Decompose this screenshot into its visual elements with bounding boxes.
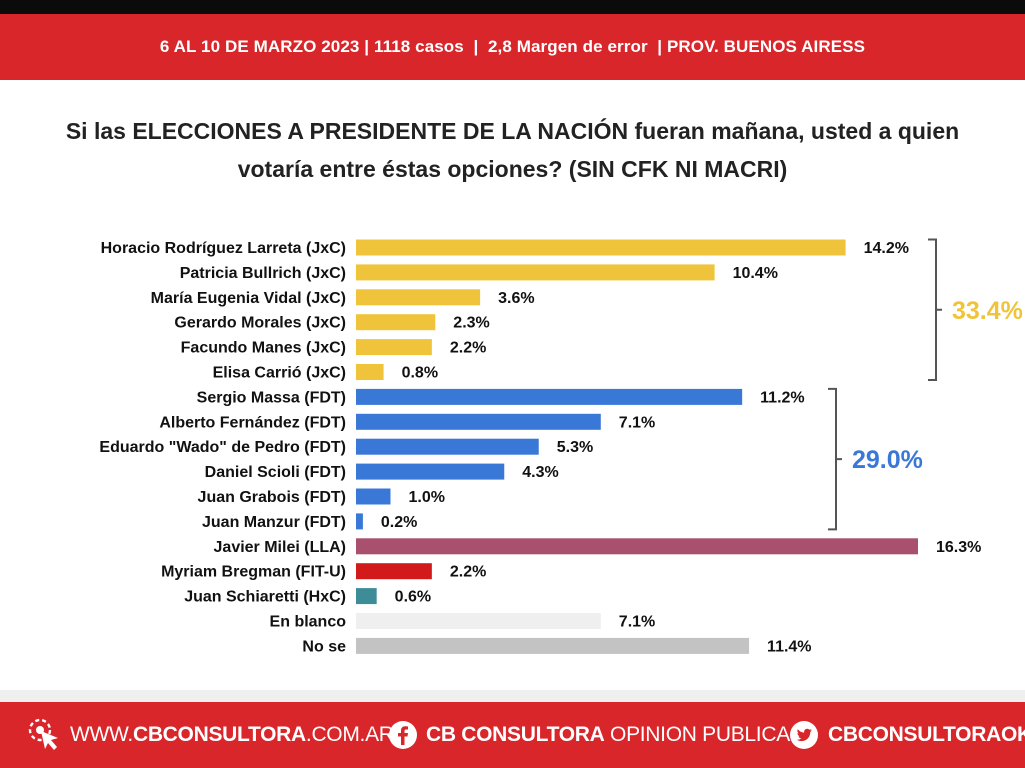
bar xyxy=(356,289,481,306)
group-total-label: 29.0% xyxy=(852,446,923,474)
bar xyxy=(356,388,743,405)
footer-web-suffix: .COM.AR xyxy=(305,723,394,746)
footer-twitter[interactable]: CBCONSULTORAOK xyxy=(788,702,1025,768)
bar xyxy=(356,239,846,256)
footer-web[interactable]: WWW.CBCONSULTORA.COM.AR xyxy=(28,702,394,768)
category-label: Patricia Bullrich (JxC) xyxy=(180,265,346,282)
footer-twitter-bold: CBCONSULTORAOK xyxy=(828,723,1025,746)
question-title: Si las ELECCIONES A PRESIDENTE DE LA NAC… xyxy=(20,112,1005,188)
footer-facebook-bold: CB CONSULTORA xyxy=(426,723,605,746)
bar xyxy=(356,538,918,555)
cursor-click-icon xyxy=(28,718,62,752)
value-label: 10.4% xyxy=(733,265,778,282)
category-label: Eduardo "Wado" de Pedro (FDT) xyxy=(99,439,346,456)
twitter-icon xyxy=(788,720,820,750)
value-label: 11.2% xyxy=(760,389,804,406)
value-label: 2.2% xyxy=(450,340,486,357)
category-label: Daniel Scioli (FDT) xyxy=(205,464,346,481)
category-label: Javier Milei (LLA) xyxy=(214,539,346,556)
category-label: María Eugenia Vidal (JxC) xyxy=(151,290,346,307)
category-label: En blanco xyxy=(270,614,347,631)
category-label: No se xyxy=(302,638,346,655)
bar xyxy=(356,438,539,455)
category-label: Horacio Rodríguez Larreta (JxC) xyxy=(101,240,346,257)
footer-facebook-light: OPINION PUBLICA xyxy=(604,723,790,746)
value-label: 0.8% xyxy=(402,365,438,382)
category-label: Juan Manzur (FDT) xyxy=(202,514,346,531)
bar xyxy=(356,488,391,505)
category-label: Alberto Fernández (FDT) xyxy=(159,414,346,431)
category-label: Sergio Massa (FDT) xyxy=(197,389,346,406)
value-label: 7.1% xyxy=(619,614,655,631)
bar xyxy=(356,264,715,281)
bar xyxy=(356,613,601,629)
value-label: 2.3% xyxy=(453,315,489,332)
footer-shadow xyxy=(0,690,1025,704)
footer-web-bold: CBCONSULTORA xyxy=(132,723,306,746)
footer-bar: WWW.CBCONSULTORA.COM.AR CB CONSULTORA OP… xyxy=(0,702,1025,768)
category-label: Elisa Carrió (JxC) xyxy=(213,365,346,382)
value-label: 5.3% xyxy=(557,439,593,456)
category-label: Facundo Manes (JxC) xyxy=(181,340,346,357)
value-label: 3.6% xyxy=(498,290,534,307)
category-label: Myriam Bregman (FIT-U) xyxy=(161,564,346,581)
bar xyxy=(356,364,384,380)
value-label: 0.6% xyxy=(395,589,431,606)
value-label: 0.2% xyxy=(381,514,417,531)
value-label: 11.4% xyxy=(767,638,811,655)
bar xyxy=(356,314,436,331)
value-label: 2.2% xyxy=(450,564,486,581)
value-label: 14.2% xyxy=(864,240,909,257)
header-bar: 6 AL 10 DE MARZO 2023 | 1118 casos | 2,8… xyxy=(0,14,1025,80)
value-label: 7.1% xyxy=(619,414,655,431)
bar-chart: Horacio Rodríguez Larreta (JxC) 14.2% Patr… xyxy=(99,238,1023,655)
bar xyxy=(356,588,377,605)
bar xyxy=(356,513,363,530)
bar xyxy=(356,413,601,430)
top-black-strip xyxy=(0,0,1025,14)
bar xyxy=(356,637,750,654)
question-line-1: Si las ELECCIONES A PRESIDENTE DE LA NAC… xyxy=(65,118,960,144)
question-line-2: votaría entre éstas opciones? (SIN CFK N… xyxy=(237,156,788,182)
category-label: Gerardo Morales (JxC) xyxy=(174,315,346,332)
footer-facebook[interactable]: CB CONSULTORA OPINION PUBLICA xyxy=(388,702,790,768)
facebook-icon xyxy=(388,720,418,750)
bar xyxy=(356,463,505,480)
value-label: 1.0% xyxy=(408,489,444,506)
value-label: 4.3% xyxy=(522,464,558,481)
group-bracket xyxy=(928,238,942,381)
bar xyxy=(356,339,432,356)
value-label: 16.3% xyxy=(936,539,981,556)
category-label: Juan Schiaretti (HxC) xyxy=(184,589,346,606)
group-bracket xyxy=(828,387,842,531)
footer-web-prefix: WWW. xyxy=(70,723,133,746)
bar xyxy=(356,563,432,580)
group-total-label: 33.4% xyxy=(952,297,1023,325)
header-text: 6 AL 10 DE MARZO 2023 | 1118 casos | 2,8… xyxy=(159,37,866,56)
category-label: Juan Grabois (FDT) xyxy=(198,489,346,506)
